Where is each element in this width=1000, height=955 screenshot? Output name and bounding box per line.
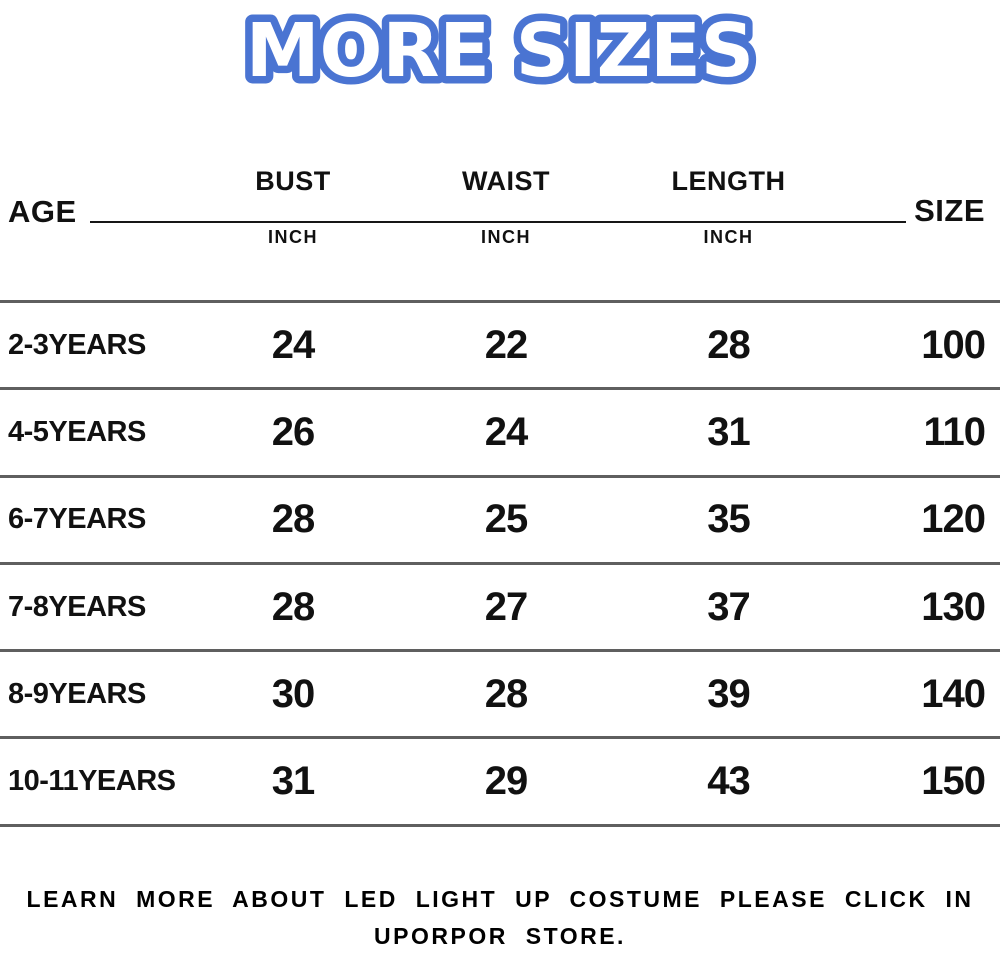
age-cell: 7-8YEARS	[8, 590, 146, 623]
waist-cell: 22	[484, 322, 529, 367]
size-cell: 130	[921, 584, 986, 629]
age-cell: 6-7YEARS	[8, 503, 146, 536]
more-sizes-title-art: MORE SIZES	[238, 1, 761, 101]
column-header-age: AGE	[8, 194, 77, 229]
measure-labels-row: BUST WAIST LENGTH	[0, 166, 1000, 197]
length-cell: 43	[707, 759, 751, 804]
size-table-body: 2-3YEARS 24 22 28 100 4-5YEARS 26 24 31 …	[0, 300, 1000, 827]
column-header-waist: WAIST	[462, 166, 550, 196]
table-row: 7-8YEARS 28 27 37 130	[0, 561, 1000, 649]
unit-label-length: INCH	[703, 227, 754, 247]
length-cell: 35	[707, 497, 751, 542]
header-divider-line	[90, 221, 906, 223]
length-cell: 31	[707, 409, 751, 454]
size-cell: 110	[923, 409, 986, 454]
store-note: LEARN MORE ABOUT LED LIGHT UP COSTUME PL…	[0, 881, 1000, 955]
length-cell: 28	[707, 322, 751, 367]
waist-cell: 28	[484, 671, 529, 716]
bust-cell: 26	[271, 409, 316, 454]
age-cell: 8-9YEARS	[8, 677, 146, 710]
table-row: 6-7YEARS 28 25 35 120	[0, 474, 1000, 562]
measure-units-row: INCH INCH INCH	[0, 227, 1000, 248]
table-row: 10-11YEARS 31 29 43 150	[0, 736, 1000, 823]
unit-label-waist: INCH	[481, 227, 531, 247]
page-title: MORE SIZES	[246, 8, 754, 94]
waist-cell: 29	[484, 759, 529, 804]
table-header: AGE BUST WAIST LENGTH INCH INCH INCH SIZ…	[0, 100, 1000, 300]
bust-cell: 24	[271, 322, 316, 367]
length-cell: 37	[707, 584, 751, 629]
waist-cell: 24	[484, 409, 529, 454]
waist-cell: 25	[484, 497, 529, 542]
bust-cell: 28	[271, 497, 316, 542]
size-cell: 120	[921, 497, 986, 542]
size-cell: 100	[921, 322, 986, 367]
bust-cell: 30	[271, 671, 316, 716]
column-header-size: SIZE	[914, 193, 985, 228]
unit-label-bust: INCH	[268, 227, 318, 247]
table-row: 2-3YEARS 24 22 28 100	[0, 300, 1000, 387]
age-cell: 2-3YEARS	[8, 328, 146, 361]
column-header-bust: BUST	[255, 166, 331, 196]
bust-cell: 31	[271, 759, 316, 804]
store-note-line2: UPORPOR STORE.	[374, 922, 626, 949]
age-cell: 10-11YEARS	[8, 765, 176, 798]
bust-cell: 28	[271, 584, 316, 629]
age-cell: 4-5YEARS	[8, 415, 146, 448]
length-cell: 39	[707, 671, 751, 716]
size-cell: 150	[921, 759, 986, 804]
column-header-length: LENGTH	[671, 166, 786, 196]
size-cell: 140	[921, 671, 986, 716]
waist-cell: 27	[484, 584, 529, 629]
store-note-line1: LEARN MORE ABOUT LED LIGHT UP COSTUME PL…	[26, 885, 974, 912]
table-row: 8-9YEARS 30 28 39 140	[0, 649, 1000, 736]
table-row: 4-5YEARS 26 24 31 110	[0, 387, 1000, 474]
